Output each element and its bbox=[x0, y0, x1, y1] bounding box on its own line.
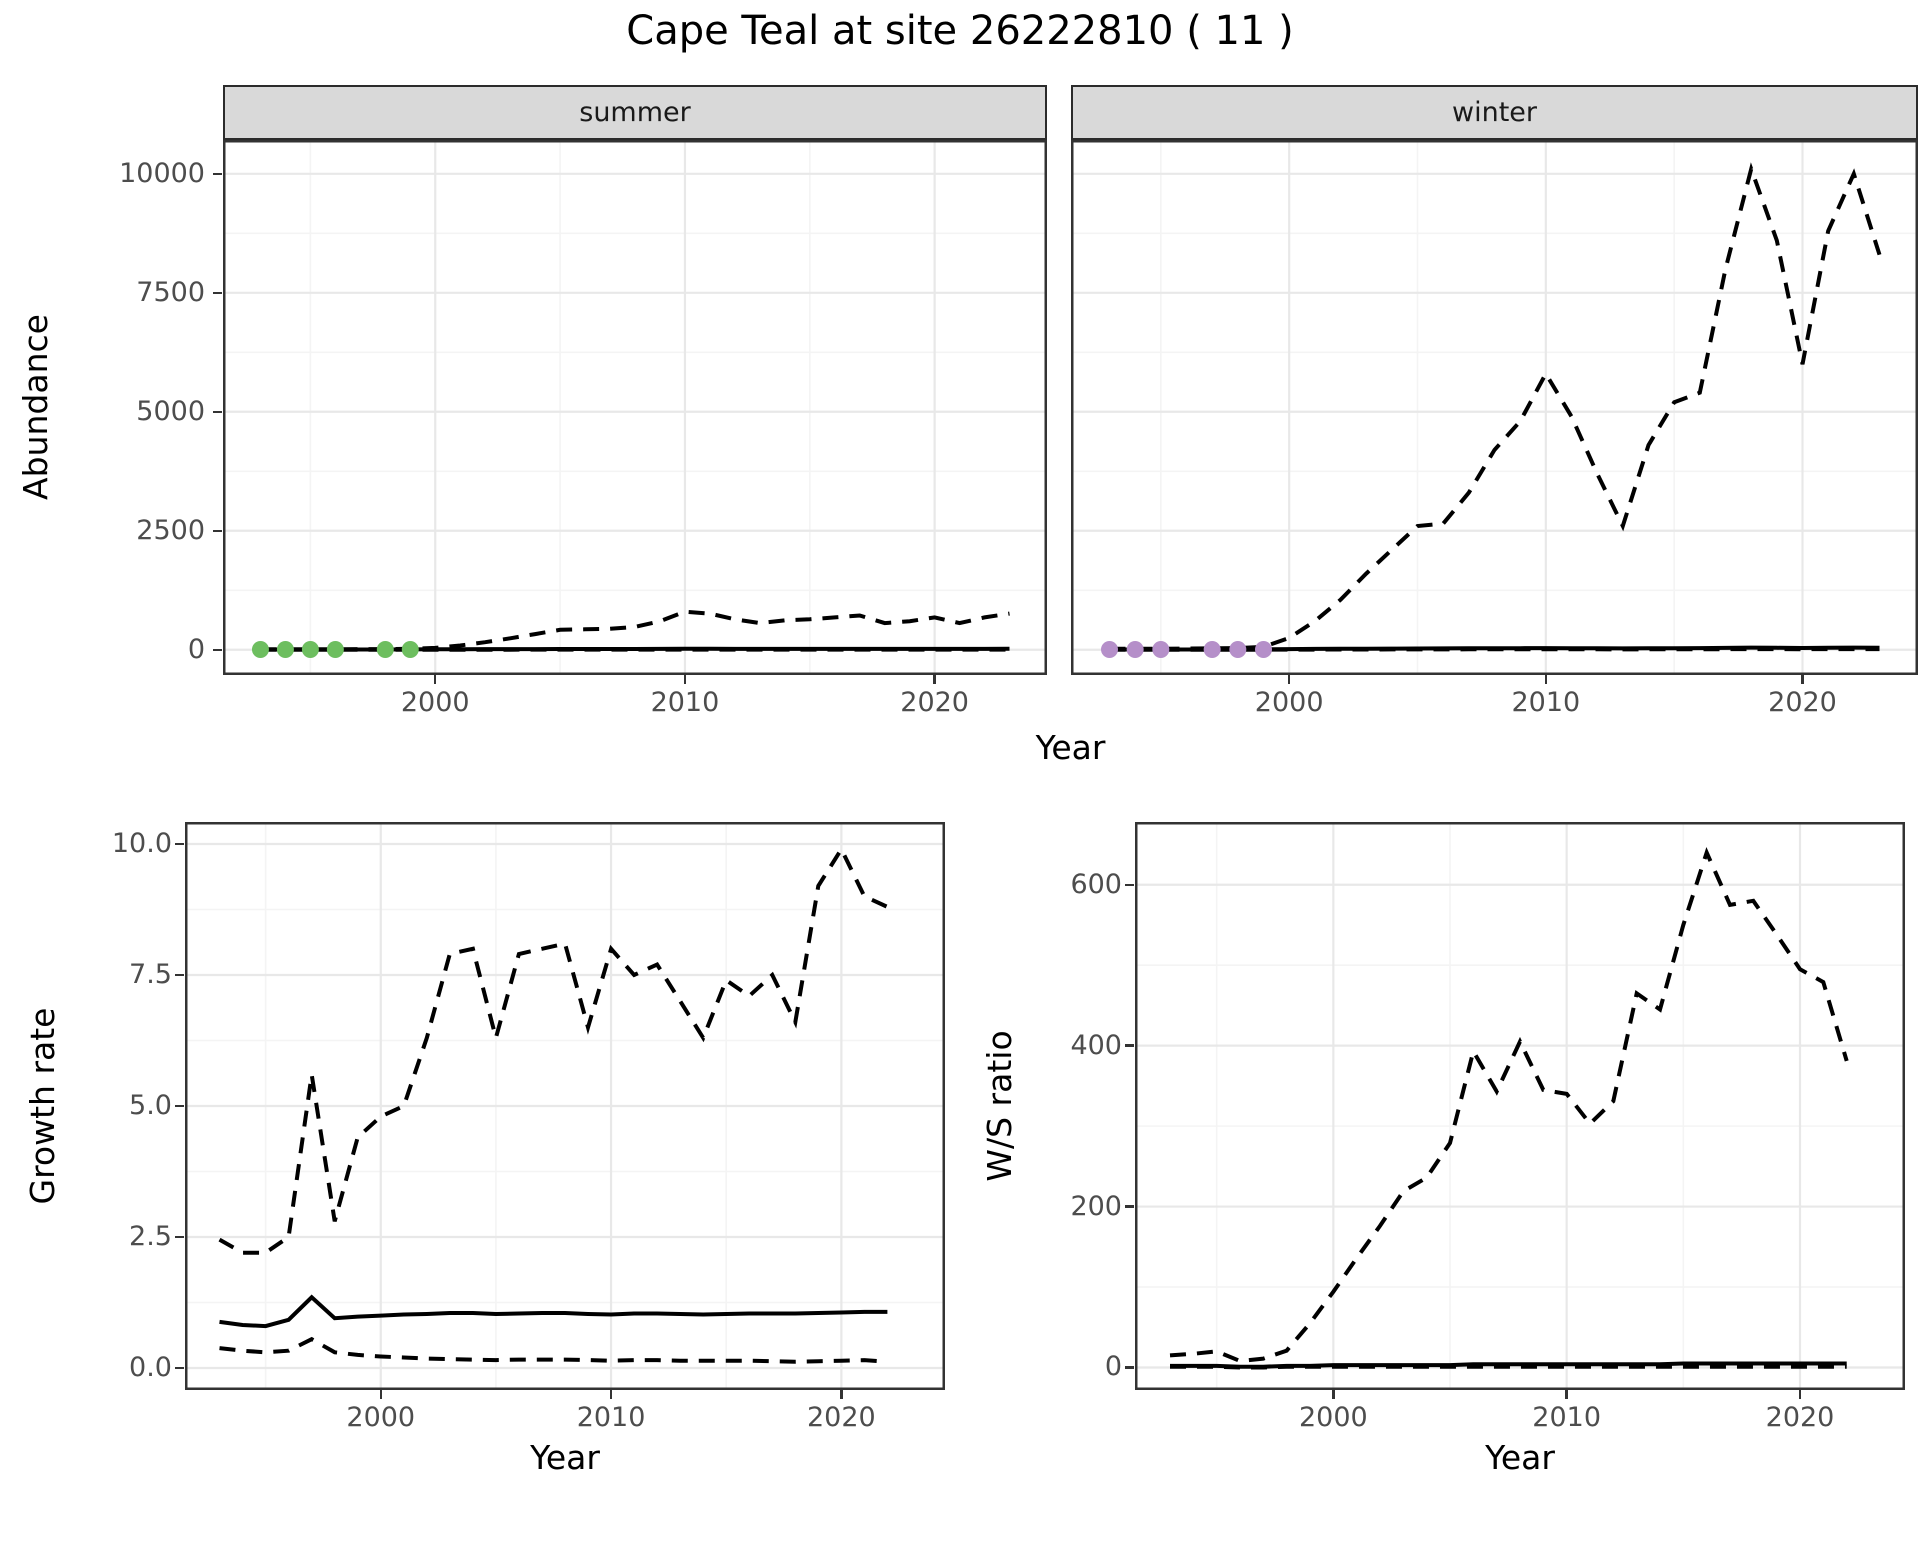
y-tick-mark bbox=[1125, 1366, 1134, 1369]
panel-canvas-growth-rate bbox=[185, 822, 945, 1390]
panel-canvas-abundance-winter bbox=[1071, 140, 1918, 675]
y-tick-label: 7500 bbox=[136, 276, 205, 308]
y-tick-mark bbox=[213, 172, 222, 176]
y-tick-label: 5000 bbox=[136, 395, 205, 427]
series-estimate-line bbox=[260, 646, 1010, 652]
y-tick-label: 10000 bbox=[119, 157, 205, 189]
y-tick-mark bbox=[213, 648, 222, 652]
series-estimate-line bbox=[1170, 1361, 1847, 1369]
series-lower-ci-line bbox=[219, 1336, 888, 1364]
data-point bbox=[1255, 641, 1272, 659]
x-axis-title-ws: Year bbox=[1485, 1438, 1555, 1477]
x-axis-title-growth: Year bbox=[530, 1438, 600, 1477]
panel-ws-ratio bbox=[1135, 822, 1905, 1390]
y-tick-mark bbox=[213, 529, 222, 533]
data-point bbox=[1229, 641, 1247, 659]
y-tick-label: 7.5 bbox=[129, 959, 172, 990]
y-tick-label: 400 bbox=[1070, 1029, 1122, 1061]
facet-strip-summer-label: summer bbox=[579, 97, 691, 128]
y-tick-label: 200 bbox=[1070, 1190, 1122, 1222]
y-tick-label: 5.0 bbox=[129, 1090, 172, 1121]
data-point bbox=[401, 641, 419, 659]
series-upper-ci-line bbox=[218, 845, 889, 1255]
y-tick-mark bbox=[213, 291, 222, 295]
facet-strip-summer: summer bbox=[223, 85, 1047, 140]
x-tick-mark bbox=[683, 675, 687, 684]
x-tick-mark bbox=[433, 675, 437, 684]
x-tick-mark bbox=[1332, 1390, 1335, 1399]
panel-canvas-abundance-summer bbox=[223, 140, 1047, 675]
y-tick-label: 600 bbox=[1070, 868, 1122, 900]
y-tick-mark bbox=[175, 1235, 184, 1239]
x-tick-label: 2010 bbox=[1511, 687, 1581, 718]
panel-abundance-winter bbox=[1071, 140, 1918, 675]
y-tick-label: 0.0 bbox=[129, 1351, 172, 1383]
panel-border bbox=[1135, 822, 1905, 1390]
panel-growth-rate bbox=[185, 822, 945, 1390]
data-point bbox=[1101, 641, 1118, 659]
data-point bbox=[301, 641, 319, 659]
data-point bbox=[1203, 641, 1221, 659]
x-tick-mark bbox=[1287, 675, 1291, 684]
y-tick-mark bbox=[1125, 883, 1134, 886]
y-tick-label: 2.5 bbox=[129, 1220, 172, 1252]
facet-strip-winter: winter bbox=[1071, 85, 1918, 140]
x-tick-mark bbox=[840, 1390, 843, 1399]
series-estimate-line bbox=[219, 1294, 888, 1329]
x-tick-label: 2010 bbox=[650, 687, 720, 718]
y-tick-mark bbox=[175, 1366, 184, 1370]
series-upper-ci-line bbox=[1169, 847, 1849, 1364]
y-tick-label: 0 bbox=[187, 633, 205, 665]
panel-border bbox=[1071, 140, 1918, 675]
x-tick-label: 2020 bbox=[1765, 1402, 1835, 1433]
x-tick-label: 2020 bbox=[1768, 687, 1837, 718]
y-tick-label: 0 bbox=[1104, 1351, 1122, 1383]
x-axis-title-top: Year bbox=[1035, 728, 1106, 767]
data-point bbox=[376, 641, 394, 659]
x-tick-label: 2020 bbox=[807, 1402, 876, 1433]
y-tick-mark bbox=[213, 410, 222, 414]
series-upper-ci-line bbox=[260, 609, 1010, 652]
y-tick-mark bbox=[175, 842, 184, 846]
y-tick-label: 2500 bbox=[136, 514, 205, 546]
y-tick-mark bbox=[175, 973, 184, 977]
series-upper-ci-line bbox=[1109, 162, 1882, 651]
chart-title: Cape Teal at site 26222810 ( 11 ) bbox=[626, 8, 1294, 54]
data-point bbox=[1126, 641, 1144, 659]
x-tick-label: 2000 bbox=[400, 687, 470, 718]
x-tick-label: 2010 bbox=[1532, 1402, 1602, 1433]
x-tick-mark bbox=[1798, 1390, 1802, 1399]
y-tick-label: 10.0 bbox=[111, 828, 172, 859]
data-point bbox=[276, 641, 294, 659]
x-tick-mark bbox=[933, 675, 936, 684]
x-tick-mark bbox=[1565, 1390, 1568, 1399]
x-tick-label: 2000 bbox=[1298, 1402, 1368, 1433]
data-point bbox=[1152, 641, 1170, 659]
x-tick-mark bbox=[609, 1390, 613, 1399]
y-tick-mark bbox=[1125, 1044, 1134, 1047]
x-tick-mark bbox=[1544, 675, 1548, 684]
panel-abundance-summer bbox=[223, 140, 1047, 675]
series-estimate-line bbox=[1109, 645, 1880, 652]
x-tick-mark bbox=[379, 1390, 382, 1399]
x-tick-mark bbox=[1801, 675, 1804, 684]
panel-canvas-ws-ratio bbox=[1135, 822, 1905, 1390]
panel-border bbox=[185, 822, 945, 1390]
x-tick-label: 2010 bbox=[576, 1402, 646, 1433]
panel-border bbox=[223, 140, 1047, 675]
y-tick-mark bbox=[1125, 1205, 1134, 1208]
x-tick-label: 2000 bbox=[346, 1402, 416, 1433]
data-point bbox=[326, 641, 344, 659]
x-tick-label: 2000 bbox=[1254, 687, 1324, 718]
facet-strip-winter-label: winter bbox=[1452, 97, 1537, 128]
x-tick-label: 2020 bbox=[900, 687, 969, 718]
y-tick-mark bbox=[175, 1104, 184, 1108]
data-point bbox=[251, 641, 269, 659]
